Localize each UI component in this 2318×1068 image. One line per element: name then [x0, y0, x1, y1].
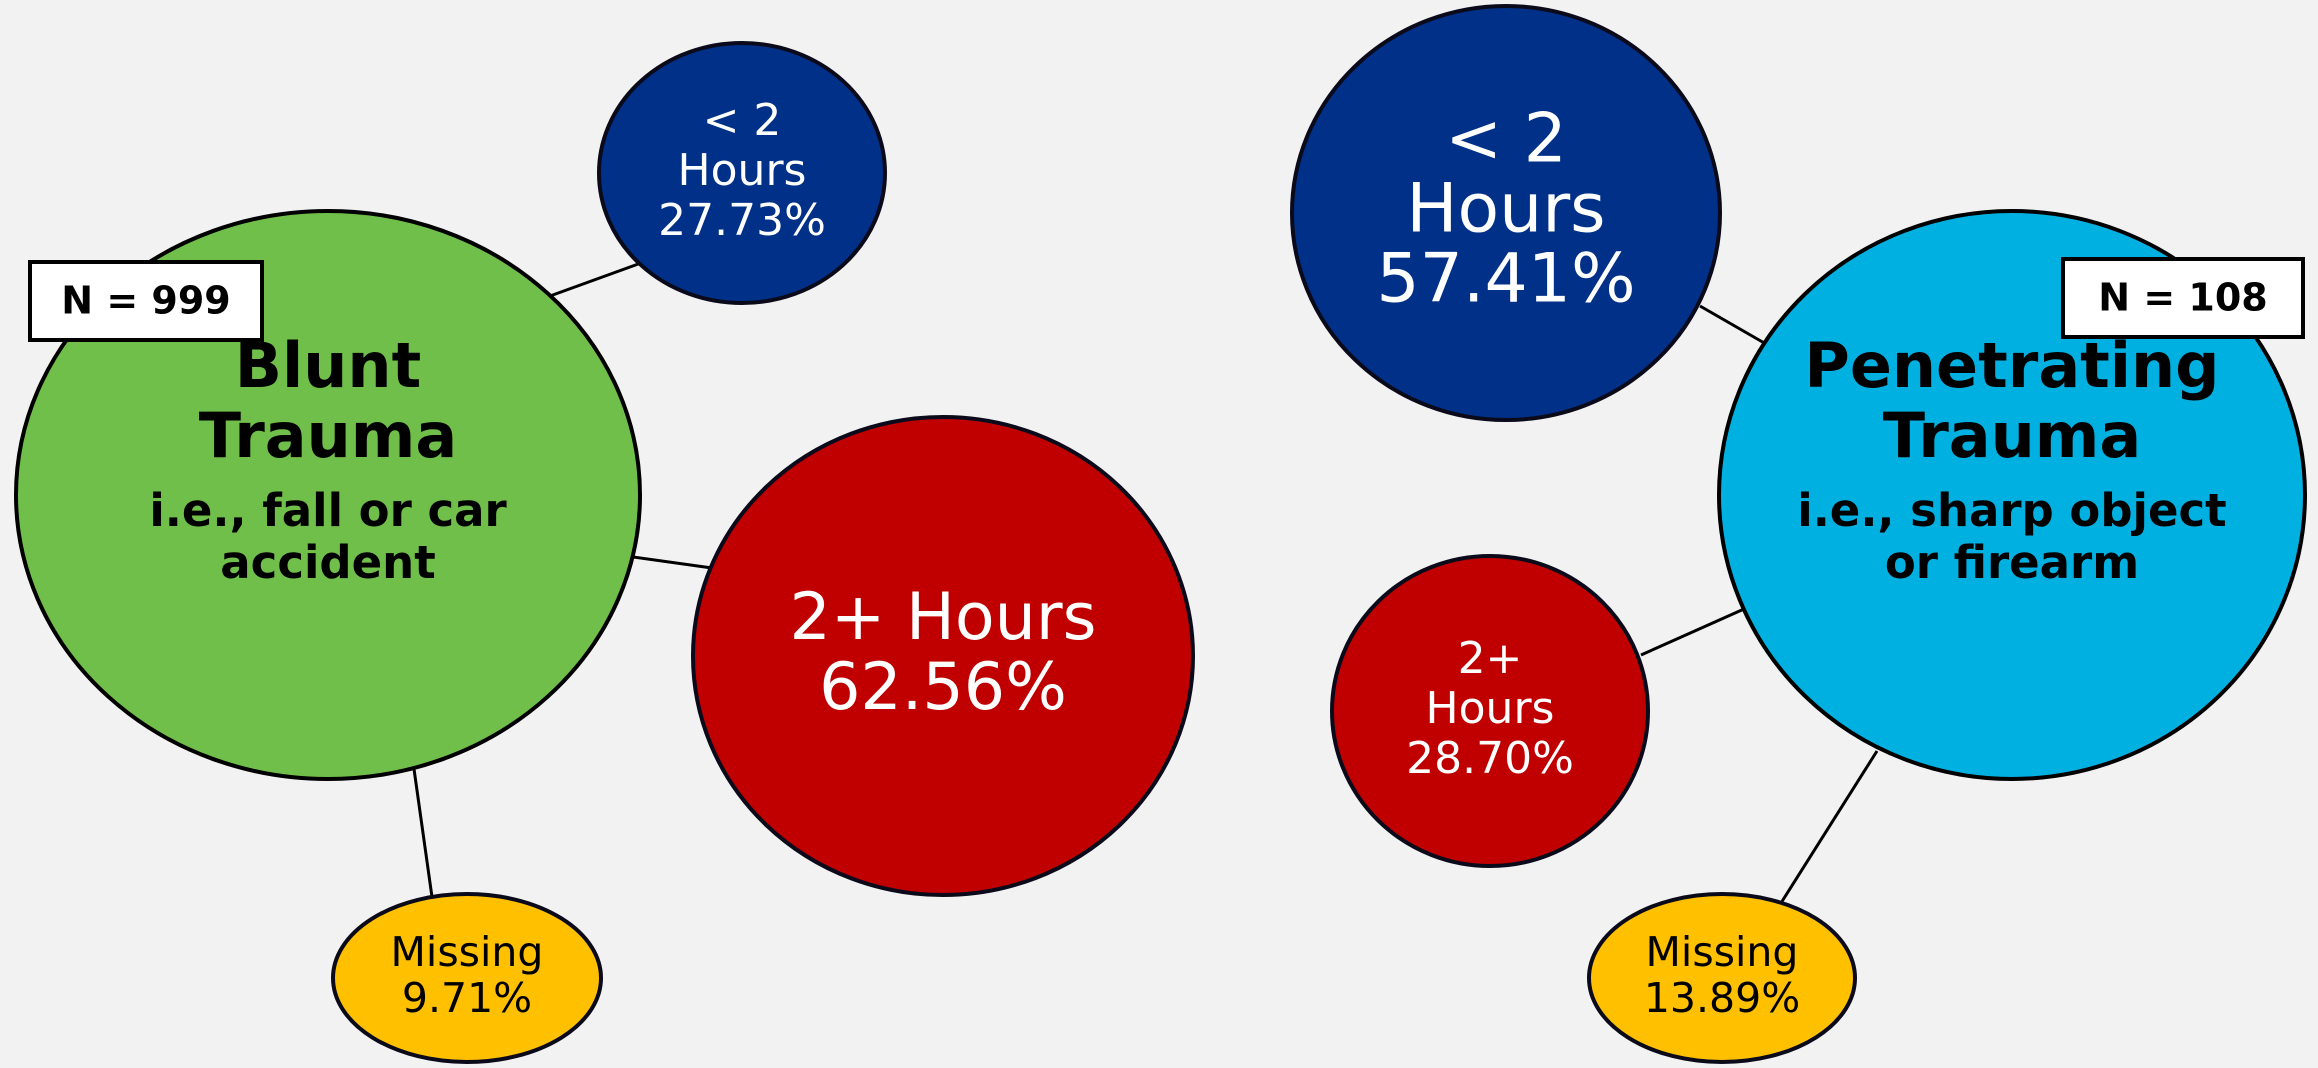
node-text: 9.71% [402, 974, 532, 1022]
node-text: 13.89% [1644, 974, 1800, 1022]
node-text: Hours [1426, 683, 1555, 734]
node-text: 2+ Hours [790, 580, 1097, 655]
node-text: Hours [678, 145, 807, 196]
node-text: 27.73% [658, 195, 826, 246]
node-text: 57.41% [1376, 240, 1635, 319]
node-text: 2+ [1458, 633, 1523, 684]
node-circle [1290, 4, 1722, 422]
connector [1779, 750, 1879, 904]
connector [1640, 607, 1745, 657]
node-text: Missing [391, 928, 544, 976]
n-label: N = 999 [61, 279, 230, 323]
connector [632, 555, 713, 570]
node-text: 28.70% [1406, 733, 1574, 784]
center-title: Trauma [1883, 399, 2141, 472]
node-text: < 2 [1445, 100, 1567, 179]
n-label: N = 108 [2098, 276, 2267, 320]
node-circle [1330, 554, 1650, 868]
center-subtitle: i.e., fall or car [149, 484, 507, 537]
center-title: Penetrating [1804, 329, 2219, 402]
node-circle [1587, 892, 1857, 1064]
connector [1699, 304, 1767, 346]
center-circle [14, 209, 642, 781]
center-subtitle: or firearm [1885, 536, 2139, 589]
node-text: Missing [1646, 928, 1799, 976]
n-box [2061, 257, 2305, 339]
node-circle [597, 41, 887, 305]
node-text: Hours [1406, 170, 1605, 249]
center-circle [1717, 209, 2307, 781]
node-circle [691, 415, 1195, 897]
connector [549, 261, 642, 298]
center-title: Trauma [199, 399, 457, 472]
center-subtitle: accident [220, 536, 435, 589]
n-box [28, 260, 264, 342]
node-text: < 2 [703, 95, 782, 146]
node-circle [331, 892, 603, 1064]
node-text: 62.56% [819, 650, 1067, 725]
center-title: Blunt [235, 329, 421, 402]
connector [412, 768, 434, 898]
center-subtitle: i.e., sharp object [1797, 484, 2226, 537]
